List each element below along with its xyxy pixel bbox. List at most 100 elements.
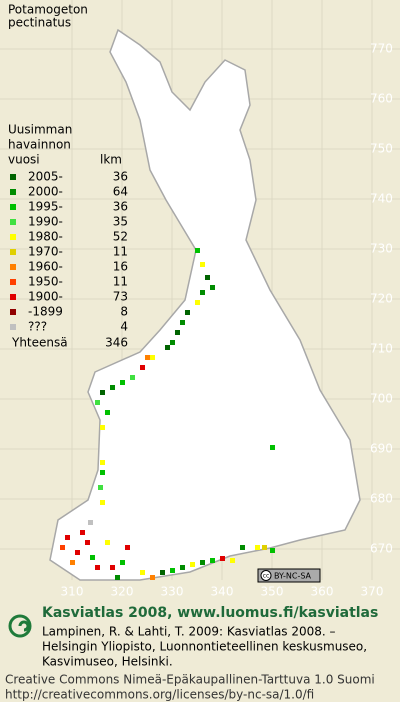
x-label: 320 xyxy=(111,585,134,599)
legend-swatch xyxy=(10,189,16,195)
y-label: 680 xyxy=(370,492,393,506)
occurrence-square xyxy=(180,565,185,570)
x-label: 340 xyxy=(211,585,234,599)
occurrence-square xyxy=(230,558,235,563)
occurrence-square xyxy=(195,300,200,305)
citation-line: Helsingin Yliopisto, Luonnontieteellinen… xyxy=(42,640,367,654)
legend-count: 11 xyxy=(113,245,128,259)
legend-swatch xyxy=(10,234,16,240)
x-label: 370 xyxy=(361,585,384,599)
citation-line: Kasvimuseo, Helsinki. xyxy=(42,655,173,669)
occurrence-square xyxy=(120,560,125,565)
occurrence-square xyxy=(150,575,155,580)
legend-swatch xyxy=(10,174,16,180)
occurrence-square xyxy=(270,445,275,450)
y-label: 690 xyxy=(370,442,393,456)
legend-label: -1899 xyxy=(28,305,63,319)
occurrence-square xyxy=(160,570,165,575)
occurrence-square xyxy=(65,535,70,540)
y-label: 700 xyxy=(370,392,393,406)
legend-label: 1990- xyxy=(28,215,63,229)
x-label: 310 xyxy=(61,585,84,599)
legend-label: 1950- xyxy=(28,275,63,289)
occurrence-square xyxy=(70,560,75,565)
occurrence-square xyxy=(88,520,93,525)
logo xyxy=(8,614,32,638)
legend-count: 52 xyxy=(113,230,128,244)
occurrence-square xyxy=(75,550,80,555)
y-label: 710 xyxy=(370,342,393,356)
occurrence-square xyxy=(210,558,215,563)
occurrence-square xyxy=(200,262,205,267)
legend-count: 8 xyxy=(120,305,128,319)
legend-header: Uusimman xyxy=(8,123,72,137)
occurrence-square xyxy=(125,545,130,550)
legend: Uusimman havainnon vuosi lkm Yhteensä 34… xyxy=(8,123,128,350)
occurrence-square xyxy=(140,570,145,575)
footer-heading: Kasviatlas 2008, www.luomus.fi/kasviatla… xyxy=(42,605,378,621)
legend-count: 36 xyxy=(113,170,128,184)
legend-swatch xyxy=(10,324,16,330)
legend-label: 1960- xyxy=(28,260,63,274)
y-label: 760 xyxy=(370,92,393,106)
badge-text: BY-NC-SA xyxy=(274,572,312,581)
legend-count: 73 xyxy=(113,290,128,304)
occurrence-square xyxy=(100,390,105,395)
occurrence-square xyxy=(85,540,90,545)
occurrence-square xyxy=(205,275,210,280)
legend-label: ??? xyxy=(28,320,47,334)
y-label: 670 xyxy=(370,542,393,556)
legend-count: 4 xyxy=(120,320,128,334)
occurrence-square xyxy=(130,375,135,380)
occurrence-square xyxy=(170,568,175,573)
occurrence-square xyxy=(98,485,103,490)
legend-count-header: lkm xyxy=(100,153,122,167)
y-label: 740 xyxy=(370,192,393,206)
occurrence-square xyxy=(110,565,115,570)
legend-swatch xyxy=(10,249,16,255)
title-line: pectinatus xyxy=(8,16,71,30)
legend-total: 346 xyxy=(105,336,128,350)
legend-swatch xyxy=(10,219,16,225)
occurrence-square xyxy=(255,545,260,550)
title: Potamogeton pectinatus xyxy=(8,3,88,30)
occurrence-square xyxy=(140,365,145,370)
occurrence-square xyxy=(90,555,95,560)
occurrence-square xyxy=(220,556,225,561)
occurrence-square xyxy=(110,385,115,390)
svg-text:cc: cc xyxy=(263,573,270,580)
occurrence-square xyxy=(200,560,205,565)
occurrence-square xyxy=(115,575,120,580)
occurrence-square xyxy=(210,285,215,290)
occurrence-square xyxy=(100,425,105,430)
x-label: 360 xyxy=(311,585,334,599)
occurrence-square xyxy=(95,565,100,570)
occurrence-square xyxy=(165,345,170,350)
finland-outline xyxy=(49,28,361,581)
occurrence-square xyxy=(105,540,110,545)
legend-swatch xyxy=(10,309,16,315)
citation-line: Lampinen, R. & Lahti, T. 2009: Kasviatla… xyxy=(42,625,336,639)
y-label: 770 xyxy=(370,42,393,56)
occurrence-square xyxy=(80,530,85,535)
occurrence-square xyxy=(175,330,180,335)
legend-swatch xyxy=(10,279,16,285)
occurrence-square xyxy=(262,545,267,550)
y-label: 750 xyxy=(370,142,393,156)
occurrence-square xyxy=(170,340,175,345)
x-label: 350 xyxy=(261,585,284,599)
occurrence-square xyxy=(100,500,105,505)
title-line: Potamogeton xyxy=(8,3,88,17)
occurrence-square xyxy=(180,320,185,325)
cc-badge: cc BY-NC-SA xyxy=(257,568,321,583)
occurrence-square xyxy=(60,545,65,550)
legend-header: vuosi xyxy=(8,153,40,167)
occurrence-square xyxy=(100,470,105,475)
occurrence-square xyxy=(195,248,200,253)
occurrence-square xyxy=(200,290,205,295)
occurrence-square xyxy=(185,310,190,315)
legend-swatch xyxy=(10,264,16,270)
y-label: 720 xyxy=(370,292,393,306)
legend-count: 16 xyxy=(113,260,128,274)
legend-label: 1900- xyxy=(28,290,63,304)
